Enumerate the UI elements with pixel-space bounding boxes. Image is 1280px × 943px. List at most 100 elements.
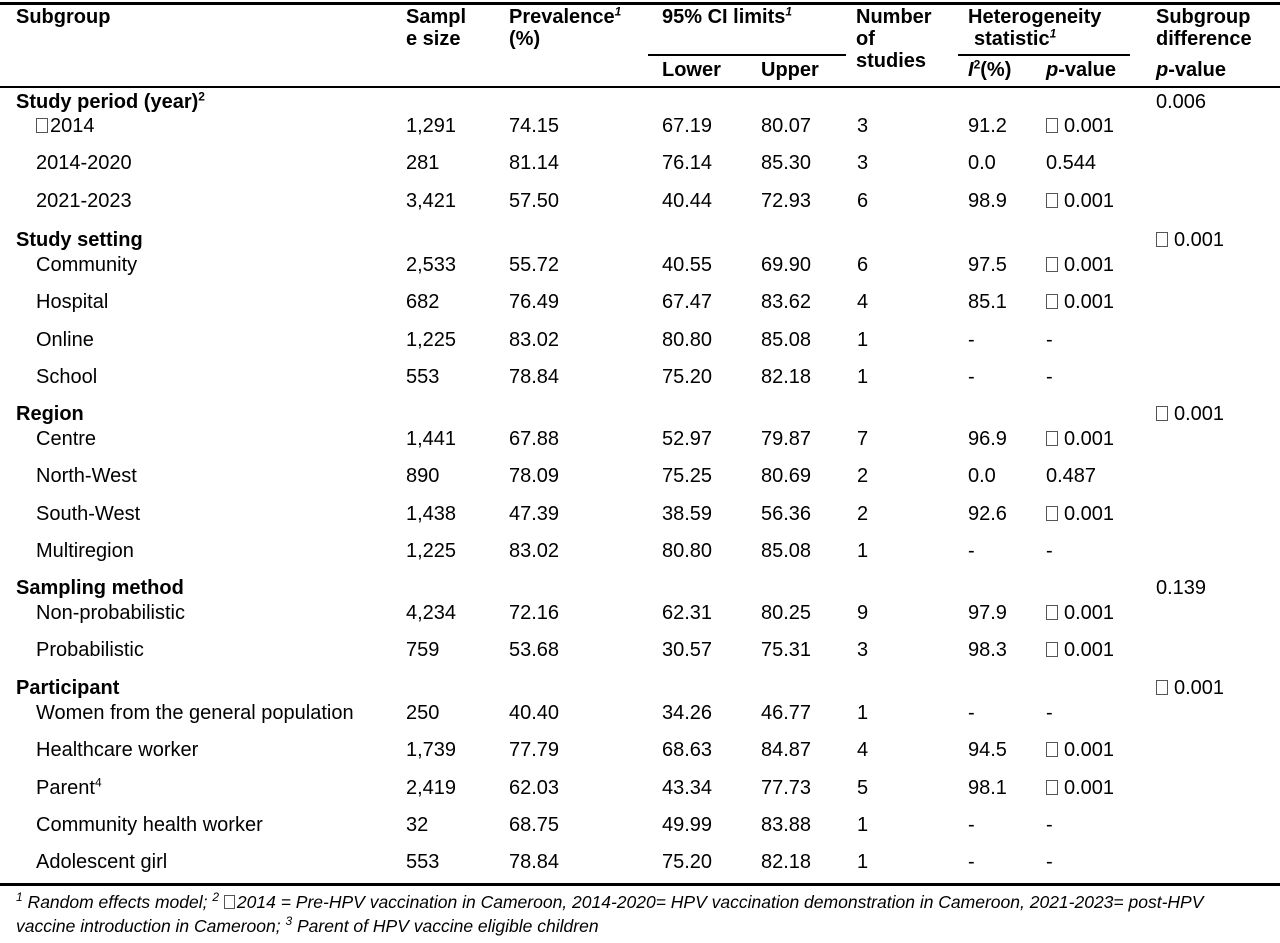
cell-heterogeneity-pvalue-value: 0.001 [1064, 291, 1115, 313]
row-subgroup-label: Healthcare worker [36, 739, 199, 761]
col-header-studies-line3: studies [856, 50, 927, 72]
cell-number-of-studies: 7 [857, 428, 869, 450]
group-heading: Participant [16, 676, 119, 700]
cell-ci-lower: 40.55 [662, 254, 713, 276]
row-subgroup-label: Hospital [36, 291, 109, 313]
group-heading: Study period (year)2 [16, 90, 205, 114]
cell-i2: - [968, 814, 975, 836]
cell-ci-upper: 72.93 [761, 190, 812, 212]
row-subgroup-name: South-West [36, 502, 140, 526]
row-subgroup-name: 2014-2020 [36, 151, 132, 175]
col-header-ci: 95% CI limits1 [662, 4, 793, 28]
cell-i2: - [968, 851, 975, 873]
col-header-ci-sup: 1 [785, 4, 793, 19]
less-than-glyph-box [1046, 431, 1058, 446]
cell-heterogeneity-pvalue: 0.487 [1046, 464, 1096, 488]
cell-heterogeneity-pvalue: 0.001 [1046, 189, 1114, 213]
cell-prevalence: 55.72 [509, 254, 560, 276]
col-header-i2-sup: 2 [973, 57, 981, 72]
row-subgroup-label: Adolescent girl [36, 851, 168, 873]
cell-i2: - [968, 366, 975, 388]
row-subgroup-name: Parent4 [36, 776, 102, 800]
less-than-glyph-box [1046, 257, 1058, 272]
col-header-het-p-rest: -value [1058, 59, 1117, 81]
col-header-heterogeneity: Heterogeneity statistic1 [968, 6, 1101, 50]
col-header-number-of-studies: Number of studies [856, 6, 932, 72]
cell-heterogeneity-pvalue-value: 0.544 [1046, 152, 1097, 174]
cell-prevalence: 78.84 [509, 366, 560, 388]
cell-sample-size: 32 [406, 814, 429, 836]
cell-heterogeneity-pvalue: - [1046, 539, 1053, 563]
cell-number-of-studies: 1 [857, 366, 869, 388]
cell-heterogeneity-pvalue: 0.001 [1046, 738, 1114, 762]
cell-ci-upper: 85.08 [761, 329, 812, 351]
less-than-glyph-box [1046, 780, 1058, 795]
col-header-studies-line1: Number [856, 6, 932, 28]
cell-heterogeneity-pvalue-value: 0.001 [1064, 639, 1115, 661]
less-than-glyph-box [1046, 642, 1058, 657]
less-than-glyph-box [1046, 506, 1058, 521]
cell-prevalence: 81.14 [509, 152, 560, 174]
col-header-subgroup: Subgroup [16, 6, 111, 28]
row-subgroup-name: Online [36, 328, 94, 352]
header-bottom-rule [0, 86, 1280, 88]
cell-number-of-studies: 2 [857, 465, 869, 487]
footnote-part-1: Random effects model; [22, 892, 213, 912]
col-header-i2-letter: I [968, 59, 974, 81]
cell-heterogeneity-pvalue-value: - [1046, 366, 1053, 388]
cell-heterogeneity-pvalue: - [1046, 850, 1053, 874]
cell-ci-upper: 80.07 [761, 115, 812, 137]
row-subgroup-name: North-West [36, 464, 137, 488]
col-header-het-pvalue: p-value [1046, 59, 1116, 81]
cell-prevalence: 78.84 [509, 851, 560, 873]
cell-ci-lower: 34.26 [662, 702, 713, 724]
cell-ci-upper: 80.25 [761, 602, 812, 624]
col-header-prevalence: Prevalence1 (%) [509, 5, 621, 50]
cell-ci-upper: 84.87 [761, 739, 812, 761]
cell-number-of-studies: 6 [857, 190, 869, 212]
het-subheader-rule [958, 54, 1130, 56]
cell-heterogeneity-pvalue-value: - [1046, 329, 1053, 351]
col-header-sample-size-line1: Sampl [406, 6, 467, 28]
row-subgroup-label: South-West [36, 503, 141, 525]
cell-i2: - [968, 329, 975, 351]
row-subgroup-name: Hospital [36, 290, 108, 314]
cell-prevalence: 67.88 [509, 428, 560, 450]
subgroup-difference-pvalue: 0.001 [1156, 228, 1224, 252]
row-subgroup-label: Non-probabilistic [36, 602, 185, 624]
row-subgroup-label: Community [36, 254, 138, 276]
cell-ci-lower: 80.80 [662, 329, 713, 351]
subgroup-difference-value: 0.006 [1156, 91, 1207, 113]
table-bottom-rule [0, 883, 1280, 886]
cell-heterogeneity-pvalue-value: 0.001 [1064, 503, 1115, 525]
row-subgroup-name: School [36, 365, 97, 389]
col-header-diff-pvalue: p-value [1156, 59, 1226, 81]
group-heading-label: Participant [16, 677, 120, 699]
cell-prevalence: 62.03 [509, 777, 560, 799]
group-heading-sup: 2 [198, 89, 205, 104]
subgroup-difference-value: 0.001 [1174, 229, 1225, 251]
cell-heterogeneity-pvalue: - [1046, 813, 1053, 837]
cell-sample-size: 1,225 [406, 540, 457, 562]
cell-prevalence: 77.79 [509, 739, 560, 761]
col-header-het-p-italic: p [1046, 59, 1059, 81]
less-than-glyph-box [223, 895, 235, 909]
less-than-glyph-box [1046, 742, 1058, 757]
cell-heterogeneity-pvalue: 0.001 [1046, 638, 1114, 662]
col-header-sample-size-line2: e size [406, 28, 461, 50]
cell-sample-size: 1,739 [406, 739, 457, 761]
footnote-part-2: 2014 = Pre-HPV vaccination in Cameroon, … [16, 892, 1204, 936]
row-subgroup-name: 2021-2023 [36, 189, 132, 213]
cell-i2: 98.9 [968, 190, 1007, 212]
row-subgroup-label: 2014-2020 [36, 152, 132, 174]
col-header-prevalence-line1: Prevalence [509, 6, 615, 28]
cell-heterogeneity-pvalue: 0.544 [1046, 151, 1096, 175]
cell-ci-lower: 43.34 [662, 777, 713, 799]
cell-i2: - [968, 702, 975, 724]
group-heading-label: Study period (year) [16, 91, 199, 113]
cell-sample-size: 1,441 [406, 428, 457, 450]
row-subgroup-name: Non-probabilistic [36, 601, 185, 625]
row-subgroup-name: Adolescent girl [36, 850, 167, 874]
cell-ci-upper: 46.77 [761, 702, 812, 724]
col-header-prevalence-line2: (%) [509, 28, 541, 50]
